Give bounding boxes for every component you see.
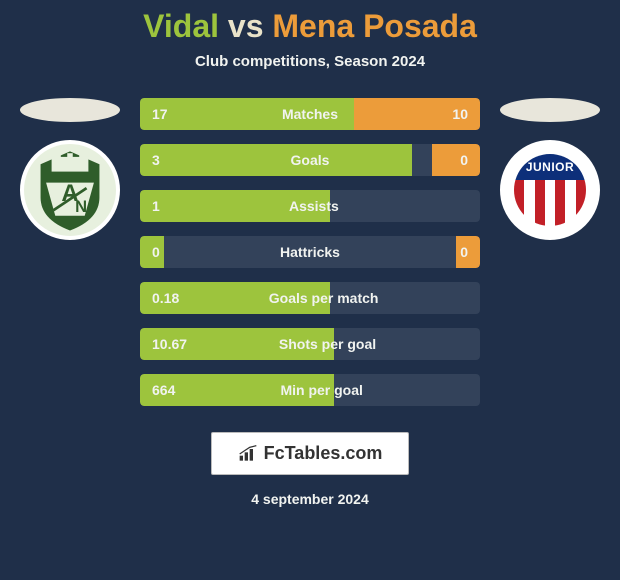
stat-value-left: 3 (140, 152, 160, 168)
stat-row: 3Goals0 (140, 144, 480, 176)
stat-label: Shots per goal (187, 336, 468, 352)
stat-label: Min per goal (175, 382, 468, 398)
stat-row: 10.67Shots per goal (140, 328, 480, 360)
badge-stripe (565, 180, 575, 226)
brand-box[interactable]: FcTables.com (211, 432, 410, 475)
club-badge-left: A N (20, 140, 120, 240)
stat-value-left: 0.18 (140, 290, 179, 306)
badge-stripe (545, 180, 555, 226)
club-badge-right-stripes (514, 180, 586, 226)
comparison-infographic: Vidal vs Mena Posada Club competitions, … (0, 0, 620, 580)
stat-label: Hattricks (160, 244, 460, 260)
stat-value-left: 17 (140, 106, 168, 122)
stat-value-left: 664 (140, 382, 175, 398)
club-left-column: A N (10, 98, 130, 240)
stat-label: Matches (168, 106, 453, 122)
badge-stripe (576, 180, 586, 226)
stat-row: 1Assists (140, 190, 480, 222)
badge-stripe (535, 180, 545, 226)
club-right-column: JUNIOR (490, 98, 610, 240)
stat-value-right: 0 (460, 244, 480, 260)
stat-row: 17Matches10 (140, 98, 480, 130)
stat-value-right: 10 (452, 106, 480, 122)
stat-value-right: 0 (460, 152, 480, 168)
svg-text:N: N (75, 197, 87, 216)
club-badge-left-svg: A N (20, 144, 120, 236)
chart-icon (238, 445, 258, 463)
badge-stripe (524, 180, 534, 226)
badge-stripe (514, 180, 524, 226)
stat-row: 0Hattricks0 (140, 236, 480, 268)
page-title: Vidal vs Mena Posada (143, 8, 477, 45)
stat-label: Assists (160, 198, 468, 214)
title-player1: Vidal (143, 8, 219, 44)
stat-row: 664Min per goal (140, 374, 480, 406)
date-label: 4 september 2024 (251, 491, 369, 507)
stat-label: Goals per match (179, 290, 468, 306)
flag-ellipse-right (500, 98, 600, 122)
club-badge-right-label: JUNIOR (514, 154, 586, 180)
club-badge-right: JUNIOR (500, 140, 600, 240)
subtitle: Club competitions, Season 2024 (195, 53, 425, 70)
stat-value-left: 0 (140, 244, 160, 260)
stats-column: 17Matches103Goals01Assists0Hattricks00.1… (140, 98, 480, 406)
title-vs: vs (228, 8, 264, 44)
stat-value-left: 1 (140, 198, 160, 214)
stat-row: 0.18Goals per match (140, 282, 480, 314)
badge-stripe (555, 180, 565, 226)
stat-value-left: 10.67 (140, 336, 187, 352)
title-player2: Mena Posada (272, 8, 477, 44)
stat-label: Goals (160, 152, 460, 168)
comparison-body: A N 17Matches103Goals01Assists0Hattricks… (0, 98, 620, 406)
flag-ellipse-left (20, 98, 120, 122)
brand-label: FcTables.com (264, 443, 383, 464)
club-badge-right-inner: JUNIOR (514, 154, 586, 226)
